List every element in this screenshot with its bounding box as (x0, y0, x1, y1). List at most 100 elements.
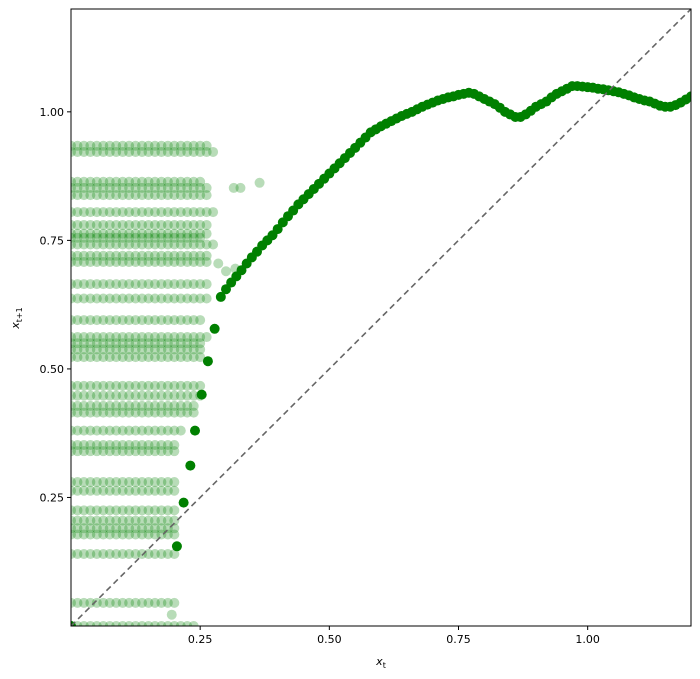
faint-point (71, 425, 76, 436)
faint-point (71, 477, 76, 488)
faint-point (98, 146, 109, 157)
faint-point (162, 477, 173, 488)
faint-point (91, 485, 102, 496)
faint-point (124, 293, 135, 304)
faint-point (143, 332, 154, 343)
faint-point (130, 425, 141, 436)
faint-point (137, 523, 148, 534)
faint-point (71, 182, 76, 193)
faint-point (111, 232, 122, 243)
faint-point (111, 279, 122, 290)
faint-point (78, 440, 89, 451)
faint-point (117, 315, 128, 326)
faint-point (117, 239, 128, 250)
faint-point (175, 400, 186, 411)
faint-point (111, 390, 122, 401)
faint-point (162, 239, 173, 250)
faint-point (98, 407, 109, 418)
faint-point (124, 250, 135, 261)
faint-point (124, 232, 135, 243)
faint-point (188, 219, 199, 230)
faint-point (188, 407, 199, 418)
faint-point (169, 425, 180, 436)
faint-point (149, 446, 160, 457)
faint-point (169, 176, 180, 187)
faint-point (98, 293, 109, 304)
faint-point (137, 332, 148, 343)
faint-point (111, 352, 122, 363)
faint-point (143, 597, 154, 608)
faint-point (91, 425, 102, 436)
faint-point (72, 239, 83, 250)
faint-point (117, 352, 128, 363)
faint-point (71, 505, 76, 516)
faint-point (254, 177, 265, 188)
faint-point (111, 597, 122, 608)
faint-point (98, 515, 109, 526)
main-point (209, 323, 220, 334)
faint-point (169, 529, 180, 540)
faint-point (201, 182, 212, 193)
faint-point (143, 446, 154, 457)
faint-point (85, 515, 96, 526)
faint-point (137, 440, 148, 451)
faint-point (182, 315, 193, 326)
faint-point (98, 380, 109, 391)
faint-point (104, 400, 115, 411)
faint-point (182, 176, 193, 187)
faint-point (149, 182, 160, 193)
faint-point (208, 207, 219, 218)
faint-point (149, 250, 160, 261)
faint-point (124, 352, 135, 363)
faint-point (162, 440, 173, 451)
faint-point (235, 182, 246, 193)
faint-point (228, 182, 239, 193)
faint-point (137, 344, 148, 355)
faint-point (208, 146, 219, 157)
faint-point (162, 332, 173, 343)
faint-point (98, 352, 109, 363)
faint-point (124, 597, 135, 608)
faint-point (98, 176, 109, 187)
faint-point (188, 228, 199, 239)
faint-point (182, 400, 193, 411)
faint-point (182, 352, 193, 363)
faint-point (130, 485, 141, 496)
faint-point (182, 140, 193, 151)
faint-point (143, 344, 154, 355)
faint-point (137, 380, 148, 391)
faint-point (175, 279, 186, 290)
faint-point (143, 529, 154, 540)
faint-point (130, 352, 141, 363)
faint-point (85, 207, 96, 218)
faint-point (71, 140, 76, 151)
faint-point (117, 232, 128, 243)
faint-point (72, 232, 83, 243)
faint-point (130, 390, 141, 401)
faint-point (137, 250, 148, 261)
faint-point (169, 400, 180, 411)
faint-point (188, 176, 199, 187)
faint-point (149, 140, 160, 151)
faint-point (149, 505, 160, 516)
faint-point (156, 176, 167, 187)
faint-point (137, 256, 148, 267)
faint-point (98, 182, 109, 193)
faint-point (124, 182, 135, 193)
faint-point (91, 477, 102, 488)
faint-point (137, 232, 148, 243)
faint-point (72, 505, 83, 516)
faint-point (130, 505, 141, 516)
faint-point (182, 293, 193, 304)
faint-point (137, 446, 148, 457)
faint-point (85, 256, 96, 267)
faint-point (71, 400, 76, 411)
faint-point (182, 146, 193, 157)
faint-point (91, 390, 102, 401)
faint-point (104, 549, 115, 560)
faint-point (91, 440, 102, 451)
faint-point (117, 338, 128, 349)
faint-point (104, 140, 115, 151)
faint-point (111, 400, 122, 411)
faint-point (149, 549, 160, 560)
